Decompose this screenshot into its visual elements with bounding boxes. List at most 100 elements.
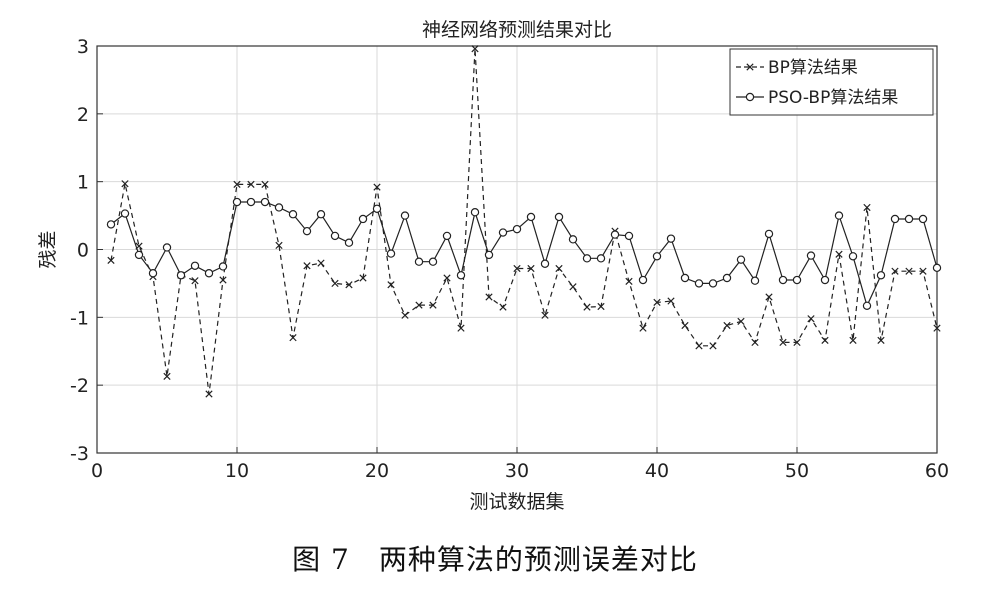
data-point [331, 279, 339, 288]
data-point [120, 209, 130, 218]
data-point [429, 301, 437, 309]
data-point [793, 338, 801, 347]
data-point [400, 211, 410, 220]
x-tick-label: 40 [645, 460, 669, 482]
data-point [190, 261, 200, 270]
data-point [358, 214, 368, 224]
data-point [709, 342, 717, 350]
x-tick-label: 50 [785, 460, 809, 482]
data-point [289, 334, 297, 342]
data-point [750, 276, 760, 285]
y-tick-label: -1 [70, 307, 89, 329]
data-point [554, 212, 564, 222]
y-tick-label: 0 [77, 240, 89, 262]
data-point [568, 235, 578, 244]
data-point [807, 315, 815, 323]
y-axis-label: 残差 [37, 230, 59, 268]
data-point [470, 207, 480, 217]
data-point [821, 336, 829, 345]
data-point [275, 241, 283, 250]
series-line [110, 48, 938, 395]
data-point [261, 180, 269, 189]
data-point [736, 255, 746, 264]
residual-line-chart: 0 10 20 30 40 50 60 -3 -2 -1 0 1 2 3 神经网络预测结果对比 测试数据集… [37, 19, 950, 513]
data-point [932, 263, 942, 273]
data-point [820, 275, 830, 285]
data-point [527, 264, 535, 273]
data-point [233, 180, 241, 189]
data-point [708, 279, 718, 288]
data-point [933, 324, 941, 332]
data-point [401, 311, 409, 319]
data-point [624, 231, 634, 241]
data-point [316, 210, 326, 219]
data-point [610, 230, 620, 239]
y-tick-label: -2 [70, 375, 89, 397]
legend-label: PSO-BP算法结果 [768, 88, 898, 108]
data-point [302, 226, 312, 236]
data-point [247, 180, 255, 189]
legend-label: BP算法结果 [768, 58, 858, 78]
data-point [751, 338, 759, 347]
x-tick-label: 10 [225, 460, 249, 482]
legend-entry: PSO-BP算法结果 [736, 88, 898, 108]
data-point [442, 231, 452, 241]
data-point [191, 277, 199, 285]
data-point [862, 301, 872, 311]
data-point [512, 224, 522, 234]
data-point [484, 250, 494, 260]
data-point [764, 229, 774, 239]
data-point [722, 273, 732, 283]
data-point [849, 336, 857, 345]
data-point [541, 311, 549, 319]
figure-caption: 图 7 两种算法的预测误差对比 [292, 543, 698, 576]
data-point [737, 317, 745, 326]
data-point [890, 214, 900, 224]
data-point [723, 321, 731, 330]
data-point [625, 277, 633, 286]
data-point [386, 249, 396, 258]
data-point [163, 372, 171, 380]
y-tick-label: 2 [77, 104, 89, 126]
data-point [443, 274, 451, 282]
data-point [162, 243, 172, 252]
data-point [639, 324, 647, 332]
y-tick-label: 1 [77, 172, 89, 194]
data-point [792, 275, 802, 285]
data-point [835, 250, 843, 258]
data-point [218, 262, 228, 271]
data-point [513, 264, 521, 273]
data-point [653, 298, 661, 307]
data-point [569, 283, 577, 291]
data-point [456, 271, 466, 280]
data-point [526, 212, 536, 222]
legend-entries: BP算法结果 PSO-BP算法结果 [736, 58, 898, 108]
data-point [471, 45, 479, 53]
chart-title: 神经网络预测结果对比 [422, 19, 612, 41]
data-point [274, 203, 284, 212]
data-point [219, 276, 227, 284]
data-point [288, 210, 298, 219]
legend-box [729, 48, 934, 116]
data-point [583, 303, 591, 311]
axis-ticks: 0 10 20 30 40 50 60 -3 -2 -1 0 1 2 3 [70, 36, 949, 482]
data-point [904, 214, 914, 224]
data-point [359, 274, 367, 282]
data-point [457, 324, 465, 332]
y-tick-label: 3 [77, 36, 89, 58]
data-point [638, 275, 648, 285]
series-2 [106, 197, 942, 311]
data-point [596, 254, 606, 263]
data-point [106, 220, 116, 229]
legend-entry: BP算法结果 [736, 58, 858, 78]
series-1 [107, 45, 941, 398]
legend-swatch-marker [745, 92, 755, 102]
data-point [919, 267, 927, 275]
data-point [148, 269, 158, 278]
x-tick-label: 20 [365, 460, 389, 482]
data-point [415, 301, 423, 309]
data-point [260, 197, 270, 207]
legend-swatch-marker [746, 63, 754, 71]
data-point [877, 336, 885, 345]
data-point [863, 203, 871, 212]
